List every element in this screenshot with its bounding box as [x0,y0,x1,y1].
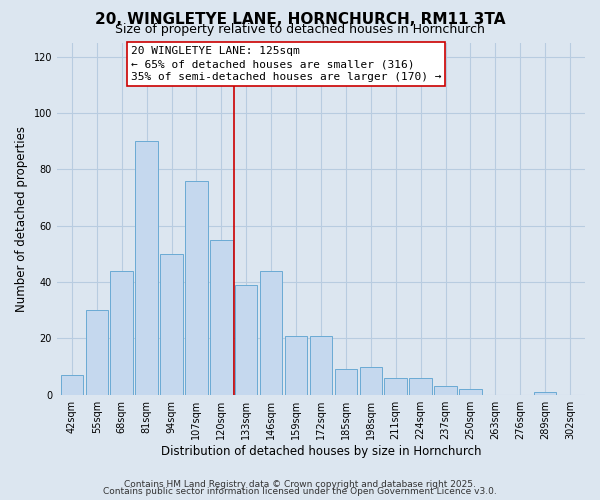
Bar [136,141,158,395]
Bar [335,370,357,394]
Bar [310,336,332,394]
Bar [285,336,307,394]
Text: Contains HM Land Registry data © Crown copyright and database right 2025.: Contains HM Land Registry data © Crown c… [124,480,476,489]
X-axis label: Distribution of detached houses by size in Hornchurch: Distribution of detached houses by size … [161,444,481,458]
Bar [359,366,382,394]
Bar [235,285,257,395]
Bar [409,378,432,394]
Y-axis label: Number of detached properties: Number of detached properties [15,126,28,312]
Bar [185,180,208,394]
Bar [160,254,183,394]
Bar [434,386,457,394]
Bar [385,378,407,394]
Text: 20 WINGLETYE LANE: 125sqm
← 65% of detached houses are smaller (316)
35% of semi: 20 WINGLETYE LANE: 125sqm ← 65% of detac… [131,46,442,82]
Bar [210,240,233,394]
Text: Contains public sector information licensed under the Open Government Licence v3: Contains public sector information licen… [103,487,497,496]
Bar [459,389,482,394]
Bar [260,270,283,394]
Bar [61,375,83,394]
Text: Size of property relative to detached houses in Hornchurch: Size of property relative to detached ho… [115,22,485,36]
Bar [534,392,556,394]
Text: 20, WINGLETYE LANE, HORNCHURCH, RM11 3TA: 20, WINGLETYE LANE, HORNCHURCH, RM11 3TA [95,12,505,28]
Bar [86,310,108,394]
Bar [110,270,133,394]
